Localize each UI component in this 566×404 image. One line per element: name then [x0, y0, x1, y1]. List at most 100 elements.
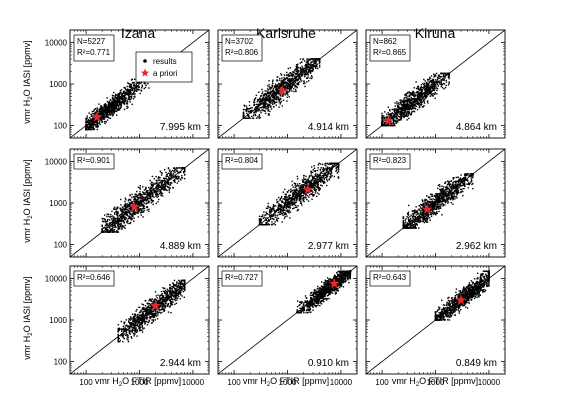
- result-point: [116, 217, 119, 220]
- result-point: [141, 208, 144, 210]
- result-point: [181, 167, 184, 169]
- result-point: [399, 113, 401, 115]
- result-point: [311, 70, 314, 72]
- result-point: [99, 111, 102, 114]
- result-point: [417, 101, 419, 103]
- result-point: [141, 210, 143, 213]
- result-point: [312, 68, 314, 71]
- result-point: [124, 87, 126, 90]
- result-point: [422, 99, 425, 102]
- result-point: [168, 177, 171, 180]
- result-point: [267, 106, 269, 109]
- result-point: [157, 179, 160, 181]
- result-point: [138, 82, 140, 85]
- result-point: [425, 95, 427, 97]
- result-point: [402, 101, 404, 104]
- result-point: [288, 90, 291, 92]
- result-point: [436, 79, 439, 81]
- result-point: [306, 63, 308, 66]
- result-point: [138, 204, 140, 206]
- result-point: [412, 91, 414, 93]
- result-point: [415, 81, 417, 83]
- result-point: [444, 77, 446, 79]
- result-point: [96, 123, 98, 125]
- result-point: [147, 194, 149, 197]
- result-point: [131, 94, 133, 96]
- result-point: [273, 95, 275, 97]
- result-point: [307, 80, 310, 82]
- result-point: [276, 90, 279, 93]
- result-point: [107, 108, 109, 110]
- result-point: [112, 219, 115, 221]
- result-point: [91, 110, 93, 113]
- result-point: [386, 124, 388, 127]
- result-point: [246, 114, 249, 116]
- result-point: [111, 110, 113, 112]
- result-point: [109, 111, 111, 114]
- result-point: [407, 105, 409, 107]
- result-point: [275, 97, 278, 99]
- result-point: [103, 109, 105, 111]
- result-point: [436, 93, 438, 95]
- result-point: [136, 196, 139, 198]
- result-point: [86, 123, 89, 126]
- result-point: [267, 107, 269, 110]
- altitude-label: 7.995 km: [160, 122, 201, 133]
- result-point: [123, 212, 126, 214]
- result-point: [383, 116, 385, 119]
- result-point: [116, 231, 119, 233]
- result-point: [296, 83, 298, 86]
- result-point: [398, 111, 401, 113]
- result-point: [272, 93, 274, 95]
- result-point: [429, 88, 432, 91]
- result-point: [242, 117, 245, 119]
- result-point: [154, 182, 156, 185]
- result-point: [120, 91, 122, 94]
- result-point: [399, 113, 402, 116]
- result-point: [427, 80, 429, 82]
- result-point: [175, 167, 177, 169]
- result-point: [412, 105, 414, 107]
- result-point: [409, 92, 412, 94]
- result-point: [411, 94, 414, 96]
- result-point: [264, 90, 266, 92]
- result-point: [276, 79, 279, 82]
- result-point: [309, 71, 312, 73]
- result-point: [97, 114, 100, 116]
- result-point: [406, 103, 409, 106]
- result-point: [166, 189, 168, 192]
- result-point: [297, 63, 299, 65]
- result-point: [305, 66, 308, 68]
- result-point: [103, 104, 105, 106]
- result-point: [91, 123, 93, 125]
- result-point: [246, 112, 248, 115]
- result-point: [446, 72, 449, 75]
- result-point: [170, 177, 172, 180]
- result-point: [143, 82, 146, 84]
- result-point: [136, 212, 138, 214]
- result-point: [298, 74, 301, 77]
- result-point: [299, 76, 301, 78]
- result-point: [119, 107, 122, 110]
- result-point: [103, 104, 105, 107]
- result-point: [88, 127, 91, 130]
- result-point: [292, 83, 294, 85]
- result-point: [403, 106, 406, 108]
- result-point: [301, 65, 303, 68]
- result-point: [412, 110, 415, 112]
- result-point: [99, 109, 102, 111]
- result-point: [118, 228, 121, 230]
- result-point: [110, 228, 112, 230]
- result-point: [128, 215, 130, 218]
- result-point: [117, 212, 119, 215]
- result-point: [267, 110, 269, 112]
- result-point: [129, 212, 131, 214]
- result-point: [422, 98, 424, 100]
- result-point: [416, 95, 419, 97]
- result-point: [139, 188, 141, 190]
- result-point: [392, 122, 394, 125]
- result-point: [438, 75, 440, 78]
- result-point: [92, 128, 94, 130]
- result-point: [288, 74, 291, 77]
- result-point: [98, 103, 100, 105]
